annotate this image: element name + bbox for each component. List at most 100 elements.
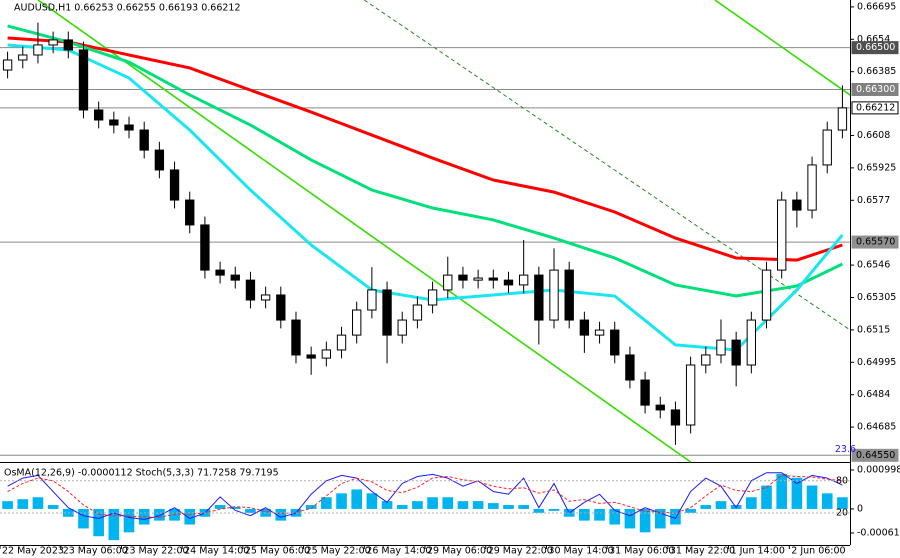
osma-bar [32,497,44,509]
candle-body [154,149,165,171]
osma-bar [837,497,848,509]
candle-body [215,269,225,276]
moving-average [7,36,843,262]
y2-tick-label: 80 [836,475,848,486]
level-label: 0.64550 [856,450,895,461]
osma-bar [503,505,514,509]
candle-body [534,274,544,321]
osma-bar [624,508,636,529]
y-tick-label: 0.64995 [857,357,896,368]
candle-body [78,49,89,111]
level-label-box [851,235,899,249]
osma-bar [427,497,438,509]
osma-bar [700,505,712,509]
osma-bar [229,506,241,509]
y-tick-label: 0.65925 [857,162,896,173]
stoch-line [7,474,843,518]
indicator-title: OsMA(12,26,9) -0.0000112 Stoch(5,3,3) 71… [4,468,279,479]
candle-body [63,39,73,51]
candle-body [822,129,832,166]
candle-body [685,364,696,426]
candle-body [458,274,468,281]
x-tick-label: 31 May 06:00 [609,546,674,557]
candle-body [518,274,529,286]
y2-tick-label: 20 [836,508,848,519]
candle-body [93,109,104,121]
candle-body [306,354,316,359]
candle-body [276,294,286,321]
osma-bar [487,503,499,509]
trend-line [37,0,692,463]
osma-bar [639,508,651,533]
osma-bar [245,508,256,513]
y-tick-label: 0 [857,503,863,514]
candle-body [503,279,514,286]
level-label-box [851,448,899,462]
level-label-box [851,41,899,55]
candle-body [382,289,392,336]
candle-body [245,279,256,301]
osma-bar [396,505,408,509]
candle-body [33,44,43,56]
y-tick-label: 0.6546 [857,260,890,271]
osma-bar [108,508,120,541]
x-tick-label: 26 May 14:00 [366,546,431,557]
x-tick-label: 1 Jun 14:00 [731,546,785,557]
candle-body [625,354,635,381]
candle-body [761,269,772,321]
stoch-line [7,472,843,521]
osma-bar [381,501,393,509]
chart-title: AUDUSD,H1 0.66253 0.66255 0.66193 0.6621… [14,3,241,14]
candle-body [792,199,802,211]
x-tick-label: 24 May 14:00 [184,546,249,557]
osma-bar [654,508,666,529]
osma-bar [685,508,696,513]
osma-bar [442,497,454,509]
osma-bar [472,501,484,509]
candle-body [564,269,574,321]
osma-bar [776,473,788,509]
osma-bar [806,485,818,509]
candle-body [746,319,757,366]
osma-bar [366,493,378,509]
candle-body [336,334,347,351]
candle-body [260,294,271,301]
y-tick-label: 0.6484 [857,389,890,400]
candle-body [655,404,665,411]
osma-bar [93,508,104,537]
osma-bar [154,508,165,521]
y-tick-label: 0.66385 [857,66,896,77]
candle-body [397,319,407,336]
x-tick-label: 22 May 2023 [2,546,64,557]
y-tick-label: 0.6654 [857,34,890,45]
y-tick-label: 0.0009985 [857,465,900,476]
y-tick-label: -0.000617 [857,527,900,538]
candle-body [169,169,180,201]
osma-bar [518,505,529,509]
osma-bar [609,508,621,525]
level-label-box [851,82,899,96]
level-label: 0.66212 [856,102,895,113]
x-tick-label: 29 May 06:00 [427,546,492,557]
osma-bar [579,508,590,521]
osma-bar [123,508,135,533]
osma-bar [746,497,757,509]
candle-body [579,319,590,336]
osma-bar [275,508,287,521]
y-tick-label: 0.6515 [857,324,890,335]
osma-bar [457,501,469,509]
osma-bar [321,497,332,509]
osma-bar [184,508,196,525]
candle-body [807,164,817,211]
candle-body [185,199,195,226]
y-tick-label: 0.64685 [857,422,896,433]
moving-average [7,24,844,298]
candle-body [777,199,787,271]
candle-body [230,274,240,281]
level-label-box [851,101,899,115]
osma-bar [791,477,803,509]
candle-body [443,274,453,291]
osma-bar [594,508,605,521]
candle-body [412,304,423,321]
